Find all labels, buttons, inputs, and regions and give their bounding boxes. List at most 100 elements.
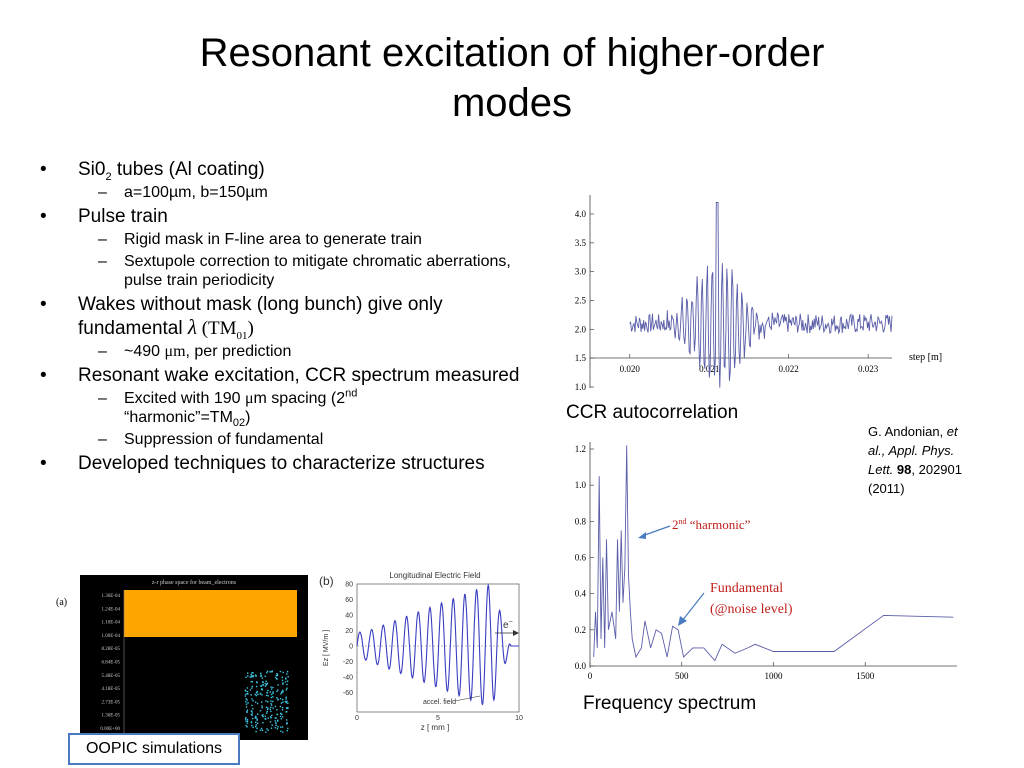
bullet-dot: • (40, 159, 47, 180)
electron-dot (261, 689, 264, 691)
electron-dot (262, 716, 264, 718)
ccr-y-tick-label: 3.0 (575, 267, 587, 277)
ccr-y-tick-label: 3.5 (575, 238, 587, 248)
bullet-dot: • (40, 453, 47, 474)
electron-dot (260, 675, 262, 678)
electron-dot (244, 695, 247, 697)
field-y-tick-label: 0 (349, 644, 353, 651)
bullet-dot: • (40, 294, 47, 315)
electron-dot (270, 706, 272, 709)
electron-dot (281, 716, 284, 718)
electron-dot (286, 680, 289, 682)
electron-dot (276, 690, 278, 693)
electron-dot (251, 685, 254, 688)
freq-x-tick-label: 1500 (856, 671, 875, 681)
electron-dot (281, 709, 284, 711)
freq-y-tick-label: 0.8 (575, 516, 587, 526)
slide-title-line1: Resonant excitation of higher-order (199, 31, 825, 75)
electron-dot (252, 717, 254, 720)
electron-dot (250, 710, 252, 712)
mode-label: (TM (196, 318, 237, 339)
electron-dot (272, 696, 274, 698)
electron-dot (287, 727, 289, 730)
electron-dot (270, 704, 273, 706)
electron-dot (272, 707, 274, 709)
electron-dot (264, 682, 266, 685)
freq-x-tick-label: 1000 (765, 671, 784, 681)
electron-dot (274, 717, 276, 719)
electron-dot (280, 718, 282, 720)
subbullet-dimensions: – a=100µm, b=150µm (40, 183, 540, 202)
electron-dot (257, 693, 259, 696)
electron-dot (256, 681, 258, 684)
electron-dot (276, 720, 279, 722)
citation-volume: 98 (896, 462, 912, 477)
electron-dot (265, 680, 267, 682)
electron-dot (266, 670, 269, 672)
electron-dot (277, 698, 279, 700)
electron-dot (281, 676, 283, 678)
subbullet-text: , per prediction (185, 343, 292, 360)
phase-space-ticks: 1.36E-04 1.24E-04 1.10E-04 1.00E-04 8.28E-05… (100, 594, 120, 732)
electron-dot (247, 693, 249, 695)
bullet-wakes: • Wakes without mask (long bunch) give on… (40, 293, 540, 341)
electron-dot (255, 725, 257, 728)
electron-dot (282, 691, 284, 693)
bullet-tubes: • Si02 tubes (Al coating) (40, 158, 540, 183)
electron-dot (251, 675, 253, 677)
electron-dot (267, 689, 269, 692)
phase-space-tick-label: 6.84E-05 (102, 661, 121, 666)
bullet-dash: – (98, 431, 107, 448)
bullet-pulse-train: • Pulse train (40, 205, 540, 228)
electron-dot (260, 674, 262, 676)
electron-dot (246, 691, 249, 693)
electron-dot (274, 676, 277, 679)
subbullet-text: m spacing (2 (253, 390, 346, 407)
electron-label: e− (503, 619, 513, 631)
electron-dot (274, 720, 276, 722)
electron-dot (267, 707, 269, 709)
subscript: 02 (232, 417, 246, 430)
ccr-y-tick-label: 2.5 (575, 296, 587, 306)
electron-dot (266, 728, 268, 730)
ccr-y-tick-label: 2.0 (575, 324, 587, 334)
freq-y-tick-label: 0.2 (575, 625, 586, 635)
electron-dot (277, 726, 279, 728)
electron-dot (266, 682, 269, 684)
electron-dot (280, 713, 282, 715)
electron-dot (245, 703, 248, 705)
subbullet-text: a=100µm, b=150µm (124, 184, 268, 201)
electron-dot (250, 674, 252, 676)
electron-dot (255, 721, 257, 724)
electron-dot (270, 700, 272, 702)
electron-dot (285, 689, 288, 691)
field-title: Longitudinal Electric Field (389, 571, 480, 580)
freq-y-tick-label: 0.4 (575, 589, 587, 599)
electron-dot (282, 731, 284, 733)
phase-space-tick-label: 1.00E-04 (102, 634, 121, 639)
electron-dot (275, 724, 277, 726)
subbullet-490: – ~490 μm, per prediction (40, 342, 540, 361)
electron-dot (245, 724, 247, 727)
harmonic-label: 2nd “harmonic” (672, 517, 751, 532)
electron-dot (262, 681, 264, 684)
electron-dot (255, 692, 258, 694)
electron-dot (254, 693, 256, 696)
electron-dot (279, 670, 282, 673)
subbullet-text: “harmonic”=TM (124, 409, 233, 426)
field-x-tick-label: 0 (355, 715, 359, 722)
bullet-text: Si0 (78, 159, 106, 180)
subscript: 2 (105, 170, 112, 183)
electron-dot (285, 677, 287, 679)
electron-distribution (244, 670, 289, 733)
electron-dot (275, 674, 277, 677)
electron-dot (281, 706, 284, 709)
electron-dot (250, 676, 253, 678)
electron-dot (262, 722, 264, 724)
ccr-x-label: step [m] (909, 352, 942, 363)
electron-dot (266, 708, 269, 710)
electron-dot (246, 699, 248, 701)
electron-dot (257, 713, 259, 715)
field-plot-frame (356, 583, 520, 713)
electron-dot (261, 694, 263, 696)
